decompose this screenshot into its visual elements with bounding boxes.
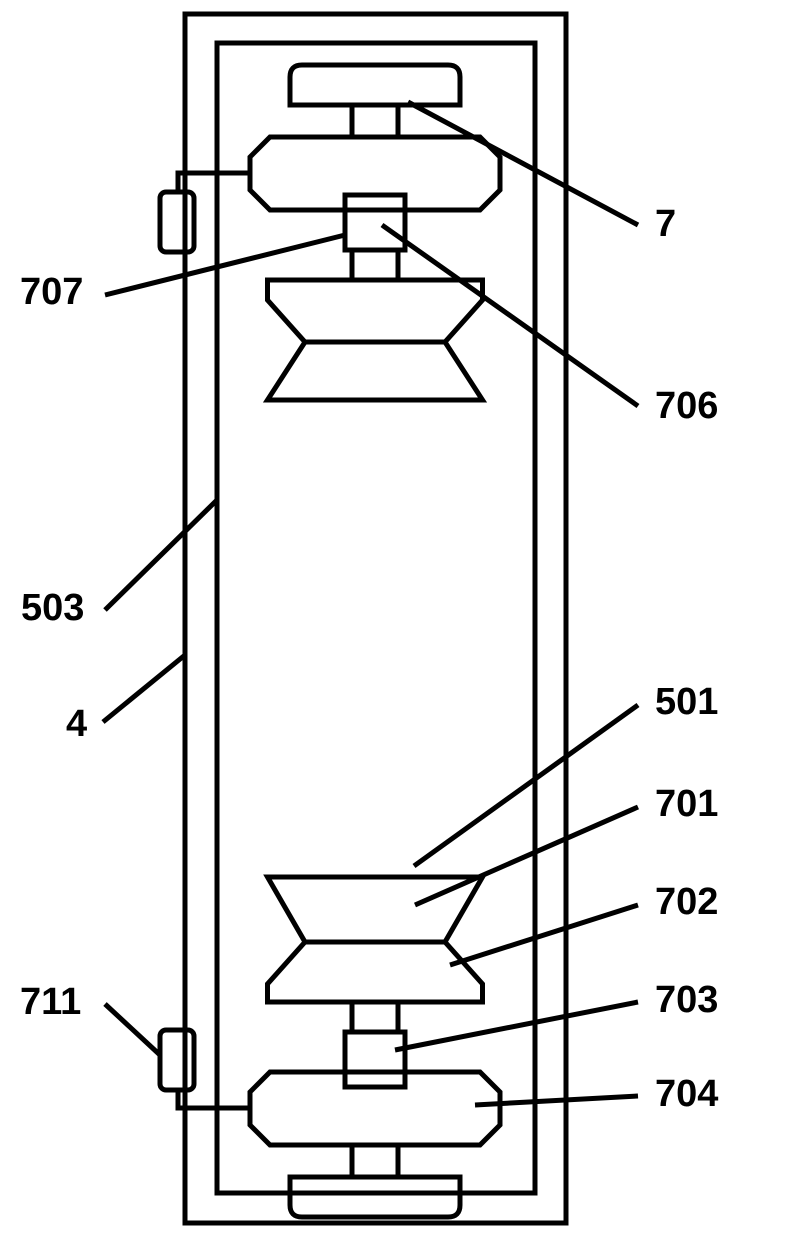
leader-4: [103, 655, 185, 722]
top-hourglass-upper: [268, 280, 483, 342]
bot-neck-2: [352, 1002, 398, 1032]
leader-706: [382, 225, 638, 406]
connector-top: [178, 173, 250, 192]
top-neck-2: [352, 250, 398, 280]
side-box-top: [160, 192, 194, 252]
label-4: 4: [66, 703, 87, 746]
label-703: 703: [655, 979, 718, 1022]
label-503: 503: [21, 587, 84, 630]
leader-711: [105, 1004, 160, 1055]
leader-501: [414, 705, 638, 866]
diagram-svg: [0, 0, 804, 1243]
bot-hourglass-lower: [268, 942, 483, 1002]
top-pedestal: [290, 65, 460, 105]
leader-707: [105, 235, 345, 295]
label-501: 501: [655, 681, 718, 724]
inner-casing: [217, 43, 535, 1193]
bot-cube: [345, 1032, 405, 1087]
top-octagon: [250, 137, 500, 210]
bot-neck-1: [352, 1145, 398, 1177]
leader-701: [415, 807, 638, 905]
bot-pedestal: [290, 1177, 460, 1217]
leader-702: [450, 905, 638, 965]
leader-503: [105, 500, 217, 610]
label-707: 707: [20, 271, 83, 314]
side-box-bot: [160, 1030, 194, 1090]
label-706: 706: [655, 385, 718, 428]
leader-7: [408, 102, 638, 225]
label-704: 704: [655, 1073, 718, 1116]
top-cube: [345, 195, 405, 250]
label-711: 711: [20, 981, 81, 1024]
connector-bot: [178, 1090, 250, 1108]
bot-octagon: [250, 1072, 500, 1145]
top-hourglass-lower: [268, 342, 483, 400]
label-701: 701: [655, 783, 718, 826]
label-702: 702: [655, 881, 718, 924]
diagram: [0, 0, 804, 1243]
leader-703: [395, 1002, 638, 1050]
bot-hourglass-upper: [268, 877, 483, 942]
top-neck-1: [352, 105, 398, 137]
label-7: 7: [655, 203, 676, 246]
